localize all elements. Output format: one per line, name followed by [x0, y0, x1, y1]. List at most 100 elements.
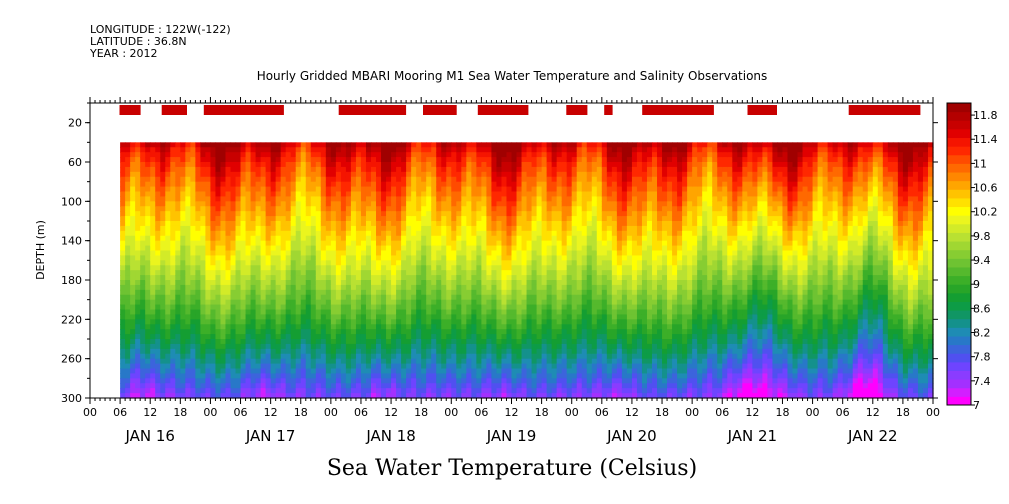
heat-cell [556, 324, 563, 330]
heat-cell [275, 309, 282, 316]
heat-cell [265, 255, 272, 261]
heat-cell [325, 304, 332, 311]
heat-cell [566, 265, 573, 271]
heat-cell [145, 230, 151, 237]
heat-cell [205, 299, 212, 306]
heat-cell [401, 373, 407, 379]
heat-cell [476, 378, 482, 384]
heat-cell [471, 142, 477, 148]
heat-cell [290, 176, 297, 183]
heat-cell [280, 319, 287, 325]
heat-cell [355, 280, 362, 286]
heat-cell [335, 343, 342, 350]
heat-cell [506, 240, 513, 247]
heat-cell [280, 339, 287, 345]
heat-cell [265, 299, 272, 306]
heat-cell [180, 294, 186, 301]
heat-cell [411, 299, 417, 306]
heat-cell [285, 329, 292, 335]
heat-cell [120, 309, 126, 316]
heat-cell [581, 255, 588, 261]
heat-cell [200, 230, 207, 237]
heat-cell [315, 147, 322, 153]
heat-cell [330, 265, 337, 271]
heat-cell [135, 216, 141, 222]
heat-cell [215, 319, 222, 325]
heat-cell [315, 339, 322, 345]
heat-cell [431, 235, 437, 242]
heat-cell [315, 255, 322, 261]
heat-cell [330, 157, 337, 163]
heat-cell [511, 393, 518, 399]
heat-cell [571, 270, 578, 276]
heat-cell [295, 265, 302, 271]
heat-cell [150, 319, 156, 325]
heat-cell [371, 319, 377, 325]
heat-cell [240, 152, 247, 158]
heat-cell [476, 235, 482, 242]
heat-cell [591, 304, 598, 311]
heat-cell [446, 343, 452, 350]
heat-cell [411, 324, 417, 330]
heat-cell [516, 181, 523, 188]
heat-cell [541, 353, 548, 360]
heat-cell [456, 383, 462, 389]
heat-cell [155, 191, 161, 198]
heat-cell [155, 240, 161, 247]
heat-cell [350, 162, 357, 168]
heat-cell [205, 275, 212, 281]
heat-cell [446, 186, 452, 193]
heat-cell [446, 235, 452, 242]
heat-cell [556, 255, 563, 261]
heat-cell [421, 343, 427, 350]
heat-cell [596, 275, 603, 281]
heat-cell [516, 260, 523, 266]
heat-cell [556, 348, 563, 355]
heat-cell [225, 358, 232, 365]
heat-cell [391, 157, 397, 163]
heat-cell [140, 270, 146, 276]
heat-cell [411, 166, 417, 173]
heat-cell [230, 260, 237, 266]
heat-cell [165, 176, 171, 183]
heat-cell [215, 270, 222, 276]
heat-cell [506, 211, 513, 217]
heat-cell [155, 383, 161, 389]
heat-cell [511, 230, 518, 237]
heat-cell [396, 378, 402, 384]
heat-cell [245, 201, 252, 207]
heat-cell [381, 393, 387, 399]
heat-cell [501, 186, 508, 193]
heat-cell [120, 319, 126, 325]
heat-cell [170, 265, 176, 271]
heat-cell [135, 329, 141, 335]
heat-cell [205, 191, 212, 198]
heat-cell [491, 319, 498, 325]
heat-cell [305, 142, 312, 148]
heat-cell [310, 289, 317, 296]
heat-cell [456, 240, 462, 247]
heat-cell [330, 186, 337, 193]
heat-cell [566, 289, 573, 296]
heat-cell [546, 142, 553, 148]
heat-cell [200, 368, 207, 375]
heat-cell [521, 147, 528, 153]
heat-cell [401, 240, 407, 247]
heat-cell [120, 348, 126, 355]
heat-cell [386, 319, 392, 325]
heat-cell [506, 353, 513, 360]
heat-cell [140, 299, 146, 306]
heat-cell [215, 383, 222, 389]
heat-cell [120, 368, 126, 375]
heat-cell [376, 255, 382, 261]
heat-cell [371, 393, 377, 399]
heat-cell [371, 166, 377, 173]
heat-cell [330, 319, 337, 325]
heat-cell [365, 358, 372, 365]
heat-cell [130, 280, 136, 286]
heat-cell [280, 216, 287, 222]
heat-cell [175, 166, 181, 173]
heat-cell [401, 358, 407, 365]
heat-cell [586, 265, 593, 271]
heat-cell [416, 304, 422, 311]
